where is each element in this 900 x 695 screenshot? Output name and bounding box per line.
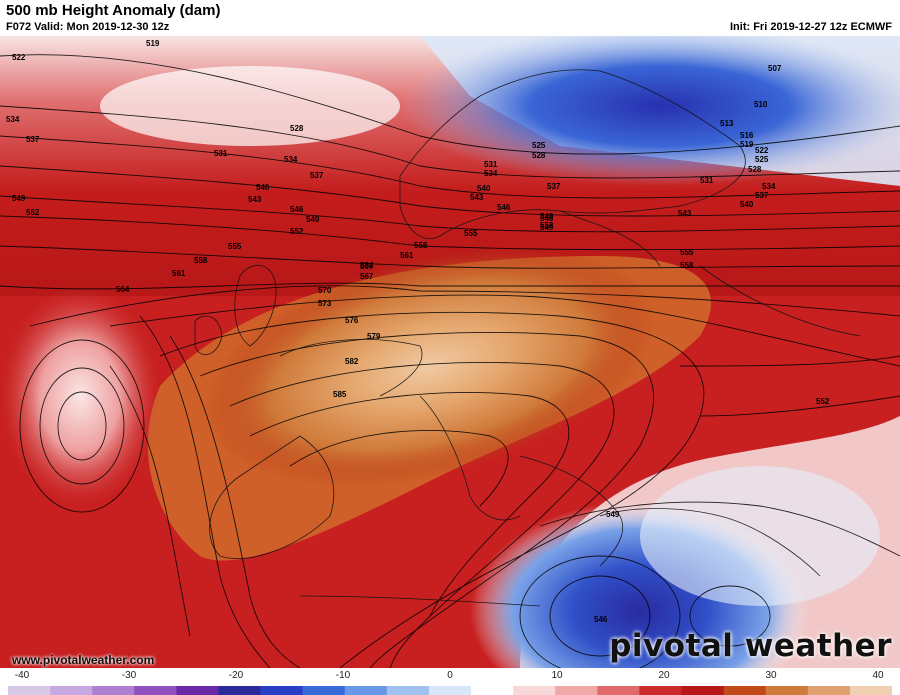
contour-label: 534 bbox=[762, 182, 776, 191]
colorbar-swatch bbox=[50, 686, 93, 695]
colorbar-swatch bbox=[639, 686, 683, 695]
contour-label: 552 bbox=[540, 221, 554, 230]
colorbar-tick-label: -20 bbox=[228, 670, 244, 681]
contour-label: 555 bbox=[464, 229, 478, 238]
contour-label: 528 bbox=[532, 151, 546, 160]
contour-label: 540 bbox=[477, 184, 491, 193]
colorbar-swatch bbox=[513, 686, 556, 695]
contour-label: 573 bbox=[318, 299, 332, 308]
contour-label: 519 bbox=[146, 39, 160, 48]
colorbar-swatch bbox=[302, 686, 346, 695]
colorbar-swatch bbox=[218, 686, 262, 695]
contour-label: 510 bbox=[754, 100, 768, 109]
colorbar-tick-label: 40 bbox=[872, 670, 884, 681]
contour-label: 567 bbox=[360, 262, 374, 271]
colorbar-swatch bbox=[765, 686, 809, 695]
colorbar-swatch bbox=[807, 686, 851, 695]
contour-label: 522 bbox=[755, 146, 769, 155]
colorbar-swatch bbox=[597, 686, 640, 695]
contour-label: 534 bbox=[484, 169, 498, 178]
contour-label: 537 bbox=[755, 191, 769, 200]
colorbar-swatch bbox=[428, 686, 472, 695]
contour-label: 561 bbox=[400, 251, 414, 260]
contour-label: 561 bbox=[172, 269, 186, 278]
contour-label: 534 bbox=[284, 155, 298, 164]
contour-label: 582 bbox=[345, 357, 359, 366]
contour-label: 528 bbox=[290, 124, 304, 133]
colorbar-swatch bbox=[471, 686, 514, 695]
colorbar-swatch bbox=[344, 686, 388, 695]
contour-label: 555 bbox=[680, 248, 694, 257]
contour-label: 519 bbox=[740, 140, 754, 149]
colorbar-tick-label: -10 bbox=[335, 670, 351, 681]
contour-label: 549 bbox=[306, 215, 320, 224]
colorbar bbox=[8, 686, 892, 695]
height-anomaly-map: 519 522 528 531 534 537 540 543 546 549 … bbox=[0, 36, 900, 668]
colorbar-swatch bbox=[92, 686, 135, 695]
contour-label: 570 bbox=[318, 286, 332, 295]
contour-label: 558 bbox=[680, 261, 694, 270]
contour-label: 543 bbox=[678, 209, 692, 218]
contour-label: 546 bbox=[594, 615, 608, 624]
contour-label: 516 bbox=[740, 131, 754, 140]
colorbar-swatch bbox=[134, 686, 177, 695]
contour-label: 537 bbox=[547, 182, 561, 191]
contour-label: 576 bbox=[345, 316, 359, 325]
contour-label: 558 bbox=[414, 241, 428, 250]
contour-label: 540 bbox=[740, 200, 754, 209]
contour-label: 552 bbox=[290, 227, 304, 236]
colorbar-tick-label: 10 bbox=[551, 670, 563, 681]
contour-label: 531 bbox=[214, 149, 228, 158]
contour-label: 525 bbox=[532, 141, 546, 150]
contour-label: 522 bbox=[12, 53, 26, 62]
contour-label: 549 bbox=[540, 223, 554, 232]
contour-label: 549 bbox=[540, 212, 554, 221]
contour-label: 552 bbox=[26, 208, 40, 217]
contour-label: 534 bbox=[6, 115, 20, 124]
contour-label: 555 bbox=[228, 242, 242, 251]
contour-label: 552 bbox=[816, 397, 830, 406]
init-time: Init: Fri 2019-12-27 12z ECMWF bbox=[730, 21, 892, 33]
website-url: www.pivotalweather.com bbox=[12, 653, 155, 667]
colorbar-tick-label: 0 bbox=[447, 670, 453, 681]
contour-label: 564 bbox=[360, 261, 374, 270]
contour-label: 546 bbox=[540, 214, 554, 223]
colorbar-swatch bbox=[176, 686, 219, 695]
colorbar-swatch bbox=[681, 686, 725, 695]
contour-label: 513 bbox=[720, 119, 734, 128]
contour-label: 546 bbox=[290, 205, 304, 214]
colorbar-tick-label: -30 bbox=[121, 670, 137, 681]
colorbar-tick-label: -40 bbox=[14, 670, 30, 681]
colorbar-swatch bbox=[555, 686, 598, 695]
brand-logo: pivotal weather bbox=[609, 628, 892, 664]
contour-label: 543 bbox=[248, 195, 262, 204]
contour-label: 543 bbox=[470, 193, 484, 202]
contour-label: 531 bbox=[484, 160, 498, 169]
contour-label: 525 bbox=[755, 155, 769, 164]
contour-label: 507 bbox=[768, 64, 782, 73]
contour-label: 531 bbox=[700, 176, 714, 185]
colorbar-swatch bbox=[260, 686, 304, 695]
contour-label: 528 bbox=[748, 165, 762, 174]
contour-label: 537 bbox=[26, 135, 40, 144]
contour-label: 564 bbox=[116, 285, 130, 294]
valid-time: F072 Valid: Mon 2019-12-30 12z bbox=[6, 21, 170, 33]
colorbar-swatch bbox=[723, 686, 767, 695]
colorbar-swatch bbox=[8, 686, 51, 695]
contour-label: 579 bbox=[367, 332, 381, 341]
contour-label: 558 bbox=[194, 256, 208, 265]
contour-label: 585 bbox=[333, 390, 347, 399]
contour-label: 546 bbox=[497, 203, 511, 212]
colorbar-tick-label: 20 bbox=[658, 670, 670, 681]
contour-label: 549 bbox=[12, 194, 26, 203]
colorbar-tick-label: 30 bbox=[765, 670, 777, 681]
map-title: 500 mb Height Anomaly (dam) bbox=[6, 2, 221, 19]
contour-label: 537 bbox=[310, 171, 324, 180]
contour-label: 549 bbox=[606, 510, 620, 519]
contour-label: 540 bbox=[256, 183, 270, 192]
colorbar-swatch bbox=[849, 686, 892, 695]
colorbar-swatch bbox=[386, 686, 430, 695]
contour-label: 567 bbox=[360, 272, 374, 281]
